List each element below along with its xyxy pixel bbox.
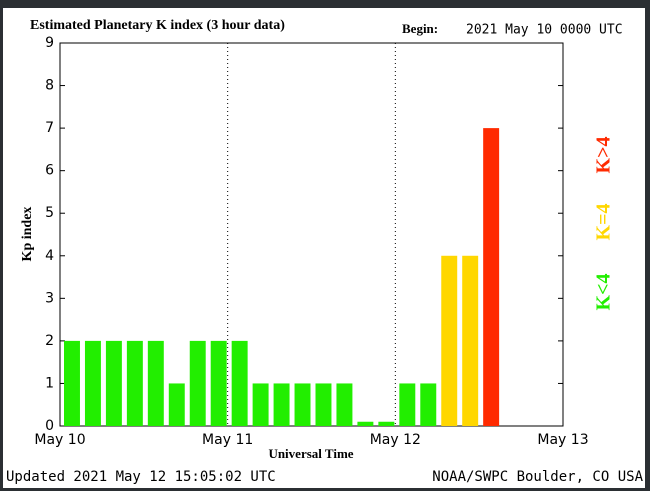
- bar: [126, 340, 143, 426]
- bar: [294, 383, 311, 426]
- y-tick-label: 2: [45, 333, 54, 349]
- plot-frame: [59, 42, 564, 427]
- x-tick-label: May 13: [537, 432, 588, 448]
- legend-label: K=4: [593, 204, 615, 241]
- updated-text: Updated 2021 May 12 15:05:02 UTC: [6, 469, 276, 485]
- y-tick-label: 3: [45, 290, 54, 306]
- x-axis-label: Universal Time: [268, 446, 353, 461]
- y-tick-label: 5: [45, 205, 54, 221]
- bar: [210, 340, 227, 426]
- bar: [378, 421, 395, 426]
- bar: [105, 340, 122, 426]
- legend-label: K<4: [593, 274, 615, 311]
- bar: [462, 255, 479, 426]
- y-tick-label: 4: [45, 248, 54, 264]
- bar: [273, 383, 290, 426]
- y-tick-label: 9: [45, 35, 54, 51]
- y-tick-label: 1: [45, 375, 54, 391]
- bar: [357, 421, 374, 426]
- y-tick-label: 0: [45, 418, 54, 434]
- bar: [231, 340, 248, 426]
- credit-text: NOAA/SWPC Boulder, CO USA: [432, 469, 643, 485]
- x-tick-label: May 12: [370, 432, 421, 448]
- bar: [315, 383, 332, 426]
- begin-label: Begin:: [402, 21, 438, 36]
- bar: [336, 383, 353, 426]
- bar: [420, 383, 437, 426]
- bar: [168, 383, 185, 426]
- bar: [147, 340, 164, 426]
- begin-value: 2021 May 10 0000 UTC: [466, 23, 623, 38]
- bar: [399, 383, 416, 426]
- bar: [189, 340, 206, 426]
- bar: [483, 128, 500, 426]
- y-axis-label: Kp index: [20, 207, 35, 262]
- bar: [64, 340, 80, 426]
- bar: [441, 255, 458, 426]
- y-tick-label: 7: [45, 120, 54, 136]
- x-tick-label: May 10: [34, 432, 85, 448]
- y-tick-label: 8: [45, 78, 54, 94]
- chart-title: Estimated Planetary K index (3 hour data…: [30, 18, 285, 33]
- bar: [84, 340, 101, 426]
- y-tick-label: 6: [45, 163, 54, 179]
- legend-label: K>4: [593, 137, 615, 174]
- bar: [252, 383, 269, 426]
- x-tick-label: May 11: [202, 432, 253, 448]
